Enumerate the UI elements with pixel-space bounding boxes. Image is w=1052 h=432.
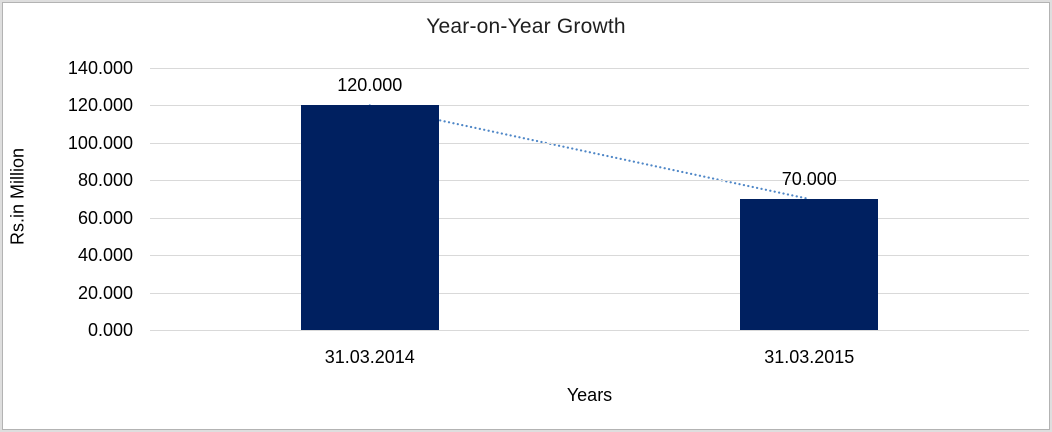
gridline [150,255,1029,256]
y-tick-label: 20.000 [77,283,133,303]
gridline [150,68,1029,69]
y-tick-label: 100.000 [67,133,133,153]
data-label: 70.000 [781,169,837,189]
y-tick-label: 0.000 [87,320,133,340]
category-label: 31.03.2014 [324,347,415,367]
bar [300,105,439,330]
bar [740,199,879,330]
y-tick-label: 80.000 [77,170,133,190]
chart-title: Year-on-Year Growth [426,15,626,38]
gridline [150,105,1029,106]
gridline [150,143,1029,144]
gridline [150,218,1029,219]
y-tick-label: 120.000 [67,95,133,115]
x-axis-title: Years [566,385,613,405]
y-tick-label: 40.000 [77,245,133,265]
gridline [150,293,1029,294]
gridline [150,180,1029,181]
data-label: 120.000 [337,75,403,96]
y-tick-label: 140.000 [67,58,133,78]
gridline [150,330,1029,331]
y-axis-title: Rs.in Million [7,147,28,246]
category-label: 31.03.2015 [764,347,855,367]
y-tick-label: 60.000 [77,208,133,228]
